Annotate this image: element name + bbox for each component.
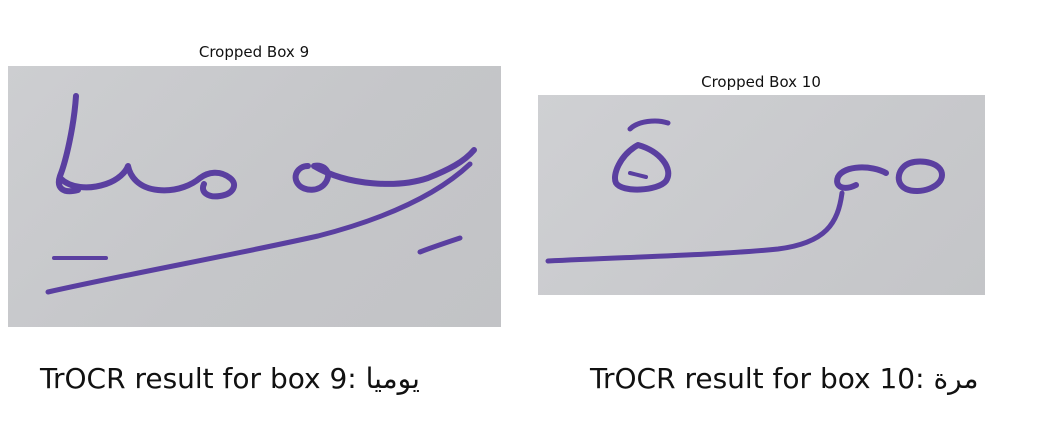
cropped-image-box-9 — [8, 66, 501, 327]
cropped-image-box-10 — [538, 95, 985, 295]
panel-title-box-9: Cropped Box 9 — [198, 43, 310, 61]
handwriting-box-9 — [45, 93, 477, 295]
ocr-result-box-9: TrOCR result for box 9: يوميا — [40, 362, 420, 395]
panel-title-box-10: Cropped Box 10 — [701, 73, 821, 91]
ocr-result-box-10: TrOCR result for box 10: مرة — [590, 362, 979, 395]
handwriting-box-10 — [545, 118, 945, 264]
